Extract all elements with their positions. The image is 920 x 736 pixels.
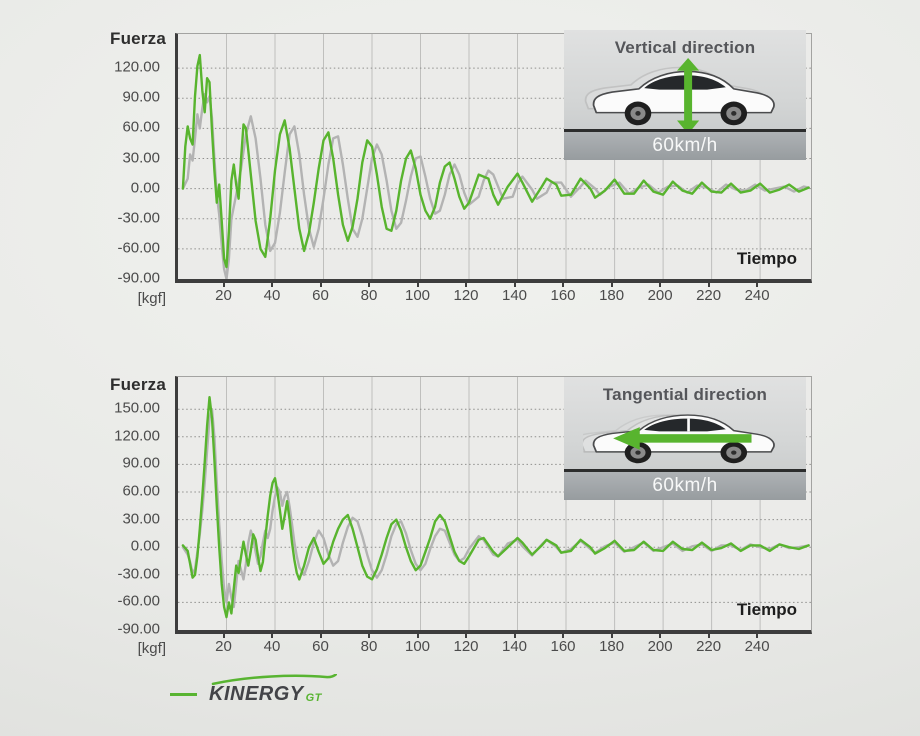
y-tick-label: -60.00 (117, 592, 160, 610)
y-tick-label: 120.00 (114, 427, 160, 445)
x-tick-label: 40 (263, 287, 281, 304)
tangential-arrow-icon (613, 427, 752, 450)
road-line (564, 129, 806, 132)
y-tick-label: -30.00 (117, 209, 160, 227)
x-tick-mark (271, 282, 273, 287)
x-tick-label: 160 (550, 638, 576, 655)
x-tick-mark (513, 633, 516, 638)
car-illustration-vertical (583, 58, 787, 134)
car-icon (584, 58, 775, 134)
y-axis-title: Fuerza (110, 375, 166, 394)
y-tick-label: 90.00 (122, 88, 160, 106)
x-tick-label: 180 (599, 287, 625, 304)
x-tick-label: 20 (215, 287, 232, 304)
x-tick-mark (416, 633, 419, 638)
x-tick-label: 100 (404, 287, 431, 304)
x-tick-mark (562, 633, 564, 638)
x-tick-label: 160 (550, 287, 576, 304)
x-tick-label: 220 (696, 638, 722, 655)
y-axis-unit: [kgf] (137, 290, 166, 307)
x-tick-label: 80 (360, 287, 378, 304)
x-tick-mark (610, 282, 613, 287)
x-tick-mark (707, 633, 710, 638)
x-axis-ticks: 20 40 60 80 100 120 140 160 180 200 220 240 (175, 633, 808, 659)
car-illustration-tangential (583, 403, 787, 471)
x-tick-mark (465, 282, 467, 287)
x-tick-mark (659, 633, 662, 638)
x-tick-label: 180 (599, 638, 625, 655)
x-tick-label: 120 (453, 638, 479, 655)
x-axis-title: Tiempo (736, 249, 797, 268)
speed-label: 60km/h (652, 475, 718, 496)
y-tick-label: -90.00 (117, 269, 160, 287)
y-tick-label: 90.00 (122, 454, 160, 472)
y-tick-label: 30.00 (122, 149, 160, 166)
x-axis-ticks: 20 40 60 80 100 120 140 160 180 200 220 240 (175, 282, 808, 308)
legend-vertical-direction: Vertical direction (564, 30, 806, 160)
road-strip: 60km/h (564, 132, 806, 160)
y-axis-ticks: 150.00 120.00 90.00 60.00 30.00 0.00 -30.00 -60… (56, 376, 166, 638)
logo-sub-text: GT (305, 692, 322, 704)
x-tick-label: 40 (263, 638, 281, 655)
x-tick-mark (562, 282, 564, 287)
y-tick-label: 0.00 (130, 537, 160, 555)
speed-label: 60km/h (652, 135, 718, 156)
x-tick-label: 240 (744, 287, 770, 304)
x-tick-label: 220 (696, 287, 722, 304)
kinergy-gt-logo: KINERGY GT (170, 674, 337, 706)
x-tick-mark (756, 282, 759, 287)
x-tick-label: 60 (312, 638, 329, 655)
x-tick-mark (610, 633, 613, 638)
road-line (564, 469, 806, 472)
x-tick-mark (271, 633, 273, 638)
x-tick-label: 240 (744, 638, 770, 655)
y-axis-title: Fuerza (110, 29, 166, 48)
x-tick-mark (222, 633, 225, 638)
y-tick-label: 120.00 (114, 58, 160, 76)
logo-swoosh-icon (211, 674, 337, 686)
y-tick-label: -60.00 (117, 239, 160, 257)
x-tick-mark (319, 633, 322, 638)
x-tick-label: 200 (647, 287, 673, 304)
x-tick-mark (659, 282, 662, 287)
y-axis-unit: [kgf] (137, 640, 166, 657)
legend-tangential-direction: Tangential direction (564, 377, 806, 500)
y-tick-label: 0.00 (130, 179, 160, 197)
road-strip: 60km/h (564, 472, 806, 500)
line-chart-tangential (178, 377, 811, 630)
x-tick-label: 140 (501, 638, 528, 655)
y-tick-label: 150.00 (114, 399, 160, 417)
legend-title: Tangential direction (602, 385, 768, 404)
y-tick-label: -90.00 (117, 620, 160, 638)
x-tick-mark (416, 282, 419, 287)
x-tick-mark (465, 633, 467, 638)
logo-dash-icon (170, 692, 197, 696)
car-icon (583, 414, 775, 464)
x-tick-label: 20 (215, 638, 232, 655)
x-tick-label: 60 (312, 287, 329, 304)
x-tick-mark (368, 633, 370, 638)
x-tick-label: 80 (360, 638, 378, 655)
x-tick-label: 120 (453, 287, 479, 304)
x-tick-mark (756, 633, 759, 638)
legend-title: Vertical direction (614, 38, 756, 57)
x-tick-mark (319, 282, 322, 287)
logo-brand-text: KINERGY (209, 683, 304, 705)
x-axis-title: Tiempo (736, 600, 797, 619)
x-tick-mark (513, 282, 516, 287)
x-tick-label: 200 (647, 638, 673, 655)
y-tick-label: -30.00 (117, 565, 160, 583)
y-tick-label: 60.00 (122, 482, 160, 500)
vertical-arrow-icon (677, 58, 700, 134)
x-tick-mark (368, 282, 370, 287)
y-tick-label: 30.00 (122, 510, 160, 528)
x-tick-mark (222, 282, 225, 287)
y-axis-ticks: 120.00 90.00 60.00 30.00 0.00 -30.00 -60.00 -90… (56, 33, 166, 287)
x-tick-mark (707, 282, 710, 287)
y-tick-label: 60.00 (122, 118, 160, 136)
x-tick-label: 140 (501, 287, 528, 304)
x-tick-label: 100 (404, 638, 431, 655)
